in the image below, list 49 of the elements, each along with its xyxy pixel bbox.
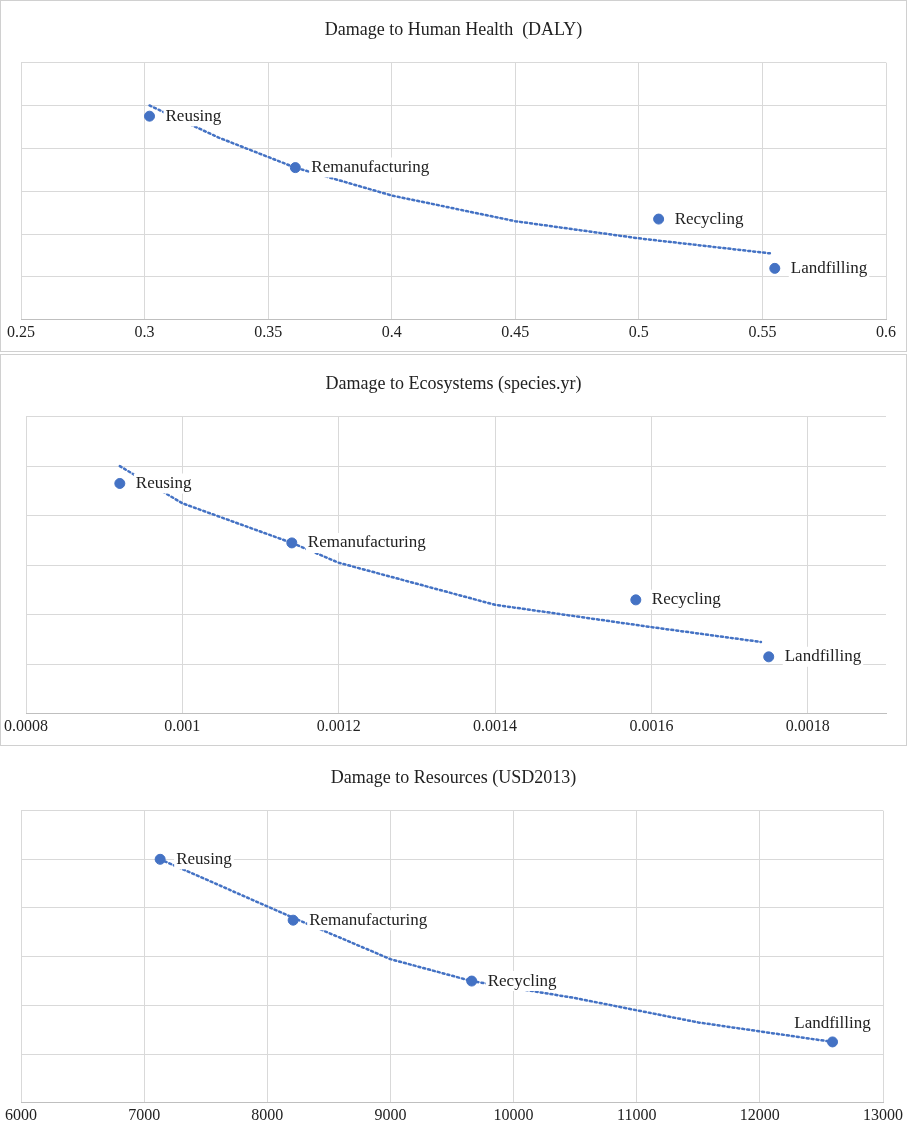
point — [289, 162, 301, 174]
x-tick-label: 0.0008 — [4, 716, 48, 734]
x-tick-label: 0.001 — [164, 716, 201, 734]
point — [763, 651, 775, 663]
annotation: Reusing — [176, 848, 233, 868]
x-tick-label: 0.6 — [876, 322, 896, 340]
chart-title: Damage to Resources (USD2013) — [330, 766, 577, 788]
x-tick-label: 13000 — [863, 1105, 903, 1123]
point — [286, 537, 298, 549]
point — [466, 975, 478, 987]
annotation: Landfilling — [784, 646, 862, 666]
point — [769, 262, 781, 274]
x-tick-label: 0.0018 — [785, 716, 830, 734]
x-tick-label: 0.0016 — [629, 716, 674, 734]
annotation: Recycling — [487, 970, 558, 990]
chart-title: Damage to Human Health (DALY) — [324, 18, 583, 40]
annotation: Recycling — [674, 208, 745, 228]
annotation: Remanufacturing — [309, 909, 428, 929]
x-tick-label: 0.35 — [254, 322, 283, 340]
point — [144, 110, 156, 122]
annotation: Recycling — [651, 589, 722, 609]
point — [114, 477, 126, 489]
annotation: Landfilling — [794, 1013, 872, 1033]
x-tick-label: 0.4 — [381, 322, 402, 340]
x-tick-label: 10000 — [493, 1105, 534, 1123]
point — [827, 1036, 839, 1048]
x-tick-label: 9000 — [374, 1105, 407, 1123]
x-tick-label: 12000 — [739, 1105, 780, 1123]
x-tick-label: 0.0012 — [316, 716, 361, 734]
x-tick-label: 8000 — [251, 1105, 284, 1123]
annotation: Remanufacturing — [307, 532, 427, 552]
annotation: Reusing — [165, 105, 222, 125]
annotation: Landfilling — [790, 257, 868, 277]
x-tick-label: 0.55 — [748, 322, 777, 340]
x-tick-label: 0.3 — [134, 322, 155, 340]
annotation: Remanufacturing — [311, 157, 430, 177]
x-tick-label: 0.5 — [628, 322, 649, 340]
point — [154, 853, 166, 865]
x-tick-label: 0.0014 — [473, 716, 518, 734]
point — [653, 213, 665, 225]
x-tick-label: 11000 — [617, 1105, 657, 1123]
annotation: Reusing — [135, 472, 193, 492]
point — [630, 594, 642, 606]
x-tick-label: 6000 — [5, 1105, 37, 1123]
x-tick-label: 0.45 — [501, 322, 530, 340]
x-tick-label: 7000 — [128, 1105, 161, 1123]
x-tick-label: 0.25 — [7, 322, 35, 340]
chart-title: Damage to Ecosystems (species.yr) — [325, 372, 582, 394]
point — [287, 914, 299, 926]
